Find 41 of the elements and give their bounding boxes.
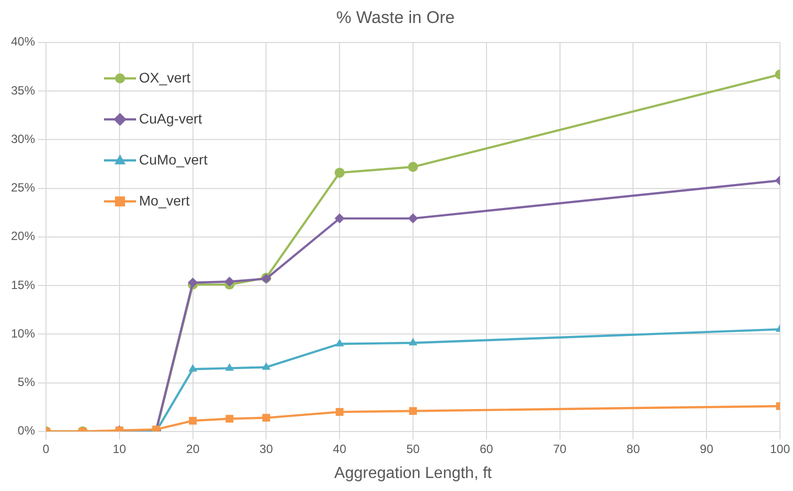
point <box>226 414 234 423</box>
point <box>188 416 197 425</box>
x-tick-label: 50 <box>406 442 420 456</box>
point <box>262 362 271 370</box>
point <box>335 338 344 346</box>
legend-label: OX_vert <box>139 69 190 86</box>
y-tick-label: 5% <box>18 375 36 390</box>
legend-label: CuMo_vert <box>139 151 208 168</box>
x-tick-label: 0 <box>42 442 50 456</box>
point <box>408 213 418 224</box>
y-tick-label: 10% <box>10 326 36 340</box>
x-tick-label: 10 <box>112 442 126 456</box>
y-tick-label: 15% <box>10 278 36 292</box>
y-tick-label: 0% <box>18 424 36 438</box>
x-tick-label: 90 <box>700 442 714 456</box>
x-tick-label: 20 <box>186 442 200 456</box>
y-tick-label: 40% <box>10 34 36 49</box>
x-tick-label: 70 <box>553 442 567 456</box>
x-axis-title: Aggregation Length, ft <box>334 464 492 482</box>
x-tick-label: 30 <box>260 442 274 456</box>
legend-label: Mo_vert <box>139 192 190 208</box>
point <box>408 338 418 346</box>
point <box>336 408 344 416</box>
point <box>188 364 198 372</box>
point <box>224 276 235 287</box>
point <box>334 168 345 178</box>
point <box>409 407 417 415</box>
x-tick-label: 40 <box>332 442 347 456</box>
y-tick-label: 25% <box>10 180 36 195</box>
point <box>408 162 418 172</box>
chart-title: % Waste in Ore <box>336 8 455 27</box>
point <box>334 213 345 224</box>
y-tick-label: 30% <box>10 132 36 146</box>
x-tick-label: 100 <box>770 442 790 456</box>
y-tick-label: 20% <box>10 229 36 244</box>
point <box>225 363 234 371</box>
legend-label: CuAg-vert <box>139 110 202 126</box>
point <box>262 414 270 422</box>
y-tick-label: 35% <box>10 83 36 98</box>
x-tick-label: 60 <box>480 442 494 456</box>
x-tick-label: 80 <box>626 442 640 456</box>
